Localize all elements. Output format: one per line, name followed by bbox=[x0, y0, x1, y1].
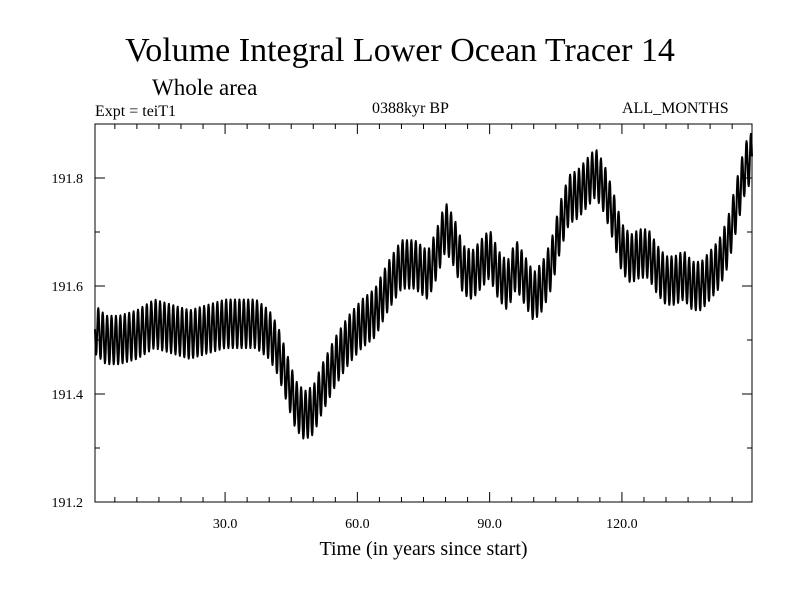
period-label: 0388kyr BP bbox=[372, 100, 449, 117]
y-tick-label: 191.8 bbox=[52, 172, 84, 187]
x-axis-label: Time (in years since start) bbox=[319, 538, 528, 560]
series-line bbox=[94, 132, 753, 440]
x-tick-label: 90.0 bbox=[477, 517, 502, 532]
y-tick-label: 191.6 bbox=[52, 280, 84, 295]
months-label: ALL_MONTHS bbox=[622, 100, 729, 117]
x-tick-label: 120.0 bbox=[606, 517, 638, 532]
experiment-label: Expt = teiT1 bbox=[95, 103, 177, 120]
x-tick-label: 30.0 bbox=[213, 517, 238, 532]
y-tick-label: 191.2 bbox=[52, 496, 84, 511]
chart-subtitle: Whole area bbox=[152, 75, 258, 100]
plot-frame bbox=[94, 123, 753, 503]
y-tick-label: 191.4 bbox=[52, 388, 84, 403]
chart-title: Volume Integral Lower Ocean Tracer 14 bbox=[125, 32, 675, 69]
x-tick-label: 60.0 bbox=[345, 517, 370, 532]
